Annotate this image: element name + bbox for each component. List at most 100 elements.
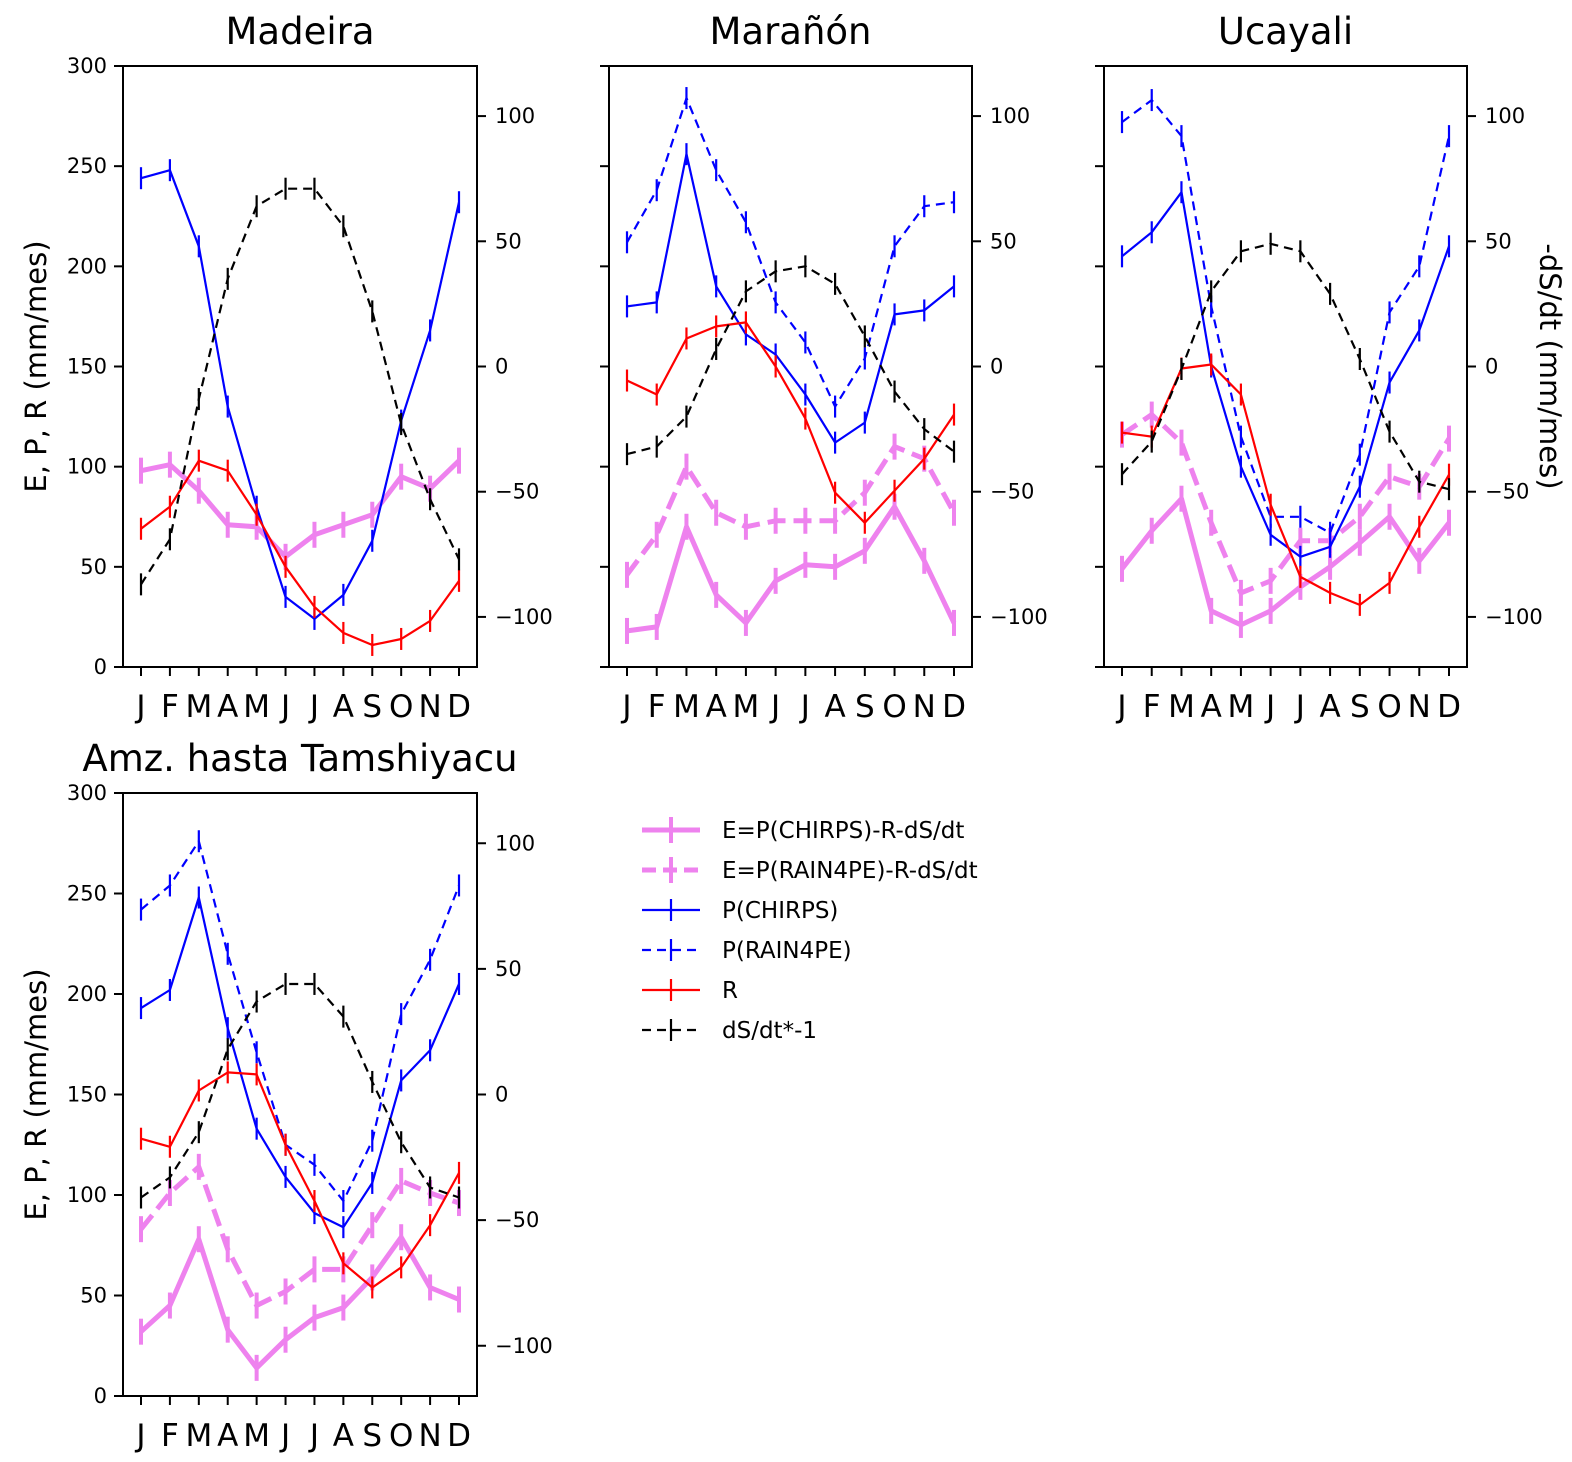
legend-label: E=P(CHIRPS)-R-dS/dt xyxy=(722,818,964,844)
x-tick-label: F xyxy=(161,689,179,725)
panel-title: Madeira xyxy=(225,10,374,53)
left-tick-label: 200 xyxy=(67,254,107,278)
panel-title: Ucayali xyxy=(1218,10,1353,53)
series-P_RAIN4PE xyxy=(139,830,461,1213)
x-tick-label: J xyxy=(769,689,780,725)
right-tick-label: 50 xyxy=(990,229,1017,253)
series-line xyxy=(140,840,461,1203)
right-tick-label: −50 xyxy=(990,480,1034,504)
x-tick-label: J xyxy=(134,1418,145,1454)
series-line xyxy=(140,982,460,1199)
x-tick-label: S xyxy=(855,689,875,725)
x-tick-label: S xyxy=(362,689,382,725)
series-E_RAIN4PE xyxy=(139,1153,461,1319)
x-tick-label: J xyxy=(620,689,631,725)
series-dS xyxy=(1120,232,1451,501)
right-tick-label: −100 xyxy=(1485,605,1543,629)
x-tick-label: M xyxy=(1168,689,1195,725)
x-tick-label: J xyxy=(279,1418,290,1454)
series-dS xyxy=(139,177,461,596)
series-line xyxy=(140,459,460,647)
left-tick-label: 250 xyxy=(67,154,107,178)
x-tick-label: S xyxy=(362,1418,382,1454)
series-R xyxy=(139,1061,461,1299)
x-tick-label: J xyxy=(308,689,319,725)
series-R xyxy=(625,311,956,534)
legend-label: P(CHIRPS) xyxy=(722,898,838,924)
left-tick-label: 50 xyxy=(80,555,107,579)
series-R xyxy=(139,449,461,656)
x-tick-label: M xyxy=(243,1418,270,1454)
x-tick-label: J xyxy=(308,1418,319,1454)
legend-label: E=P(RAIN4PE)-R-dS/dt xyxy=(722,858,978,884)
right-tick-label: −50 xyxy=(1485,480,1529,504)
legend-label: R xyxy=(722,978,738,1004)
legend-entry-P_RAIN4PE: P(RAIN4PE) xyxy=(642,938,852,964)
series-P_RAIN4PE xyxy=(1120,89,1451,544)
x-tick-label: A xyxy=(333,1418,354,1454)
right-tick-label: −50 xyxy=(495,1208,539,1232)
x-tick-label: M xyxy=(733,689,760,725)
x-tick-label: D xyxy=(942,689,966,725)
panel-title: Amz. hasta Tamshiyacu xyxy=(82,737,517,780)
x-tick-label: D xyxy=(447,1418,471,1454)
right-tick-label: −100 xyxy=(990,605,1048,629)
series-line xyxy=(1121,363,1450,607)
x-tick-label: M xyxy=(185,1418,212,1454)
x-tick-label: D xyxy=(1437,689,1461,725)
left-tick-label: 100 xyxy=(67,455,107,479)
x-tick-label: O xyxy=(1377,689,1401,725)
right-tick-label: −50 xyxy=(495,480,539,504)
right-tick-label: 50 xyxy=(495,957,522,981)
series-E_CHIRPS xyxy=(139,447,461,570)
x-tick-label: J xyxy=(1294,689,1305,725)
axes-frame xyxy=(608,65,973,668)
x-tick-label: N xyxy=(418,1418,441,1454)
x-tick-label: M xyxy=(185,689,212,725)
right-tick-label: 0 xyxy=(495,355,508,379)
x-tick-label: J xyxy=(279,689,290,725)
series-line xyxy=(626,96,955,408)
left-tick-label: 0 xyxy=(94,655,107,679)
series-line xyxy=(140,896,461,1229)
right-tick-label: 100 xyxy=(495,104,535,128)
right-tick-label: 100 xyxy=(495,831,535,855)
right-tick-label: 50 xyxy=(495,229,522,253)
left-tick-label: 150 xyxy=(67,355,107,379)
axes-frame xyxy=(122,65,478,668)
right-tick-label: −100 xyxy=(495,605,553,629)
x-tick-label: A xyxy=(217,1418,238,1454)
series-E_CHIRPS xyxy=(625,493,957,644)
series-P_RAIN4PE xyxy=(625,87,956,418)
series-dS xyxy=(625,255,956,466)
series-line xyxy=(626,265,955,456)
legend-label: P(RAIN4PE) xyxy=(722,938,852,964)
right-tick-label: 0 xyxy=(1485,355,1498,379)
series-line xyxy=(626,153,955,444)
x-tick-label: F xyxy=(161,1418,179,1454)
axes-frame xyxy=(1103,65,1468,668)
left-tick-label: 50 xyxy=(80,1284,107,1308)
x-tick-label: A xyxy=(824,689,845,725)
series-line xyxy=(139,1164,460,1308)
series-dS xyxy=(139,972,461,1209)
x-tick-label: A xyxy=(1319,689,1340,725)
left-tick-label: 300 xyxy=(67,781,107,805)
legend: E=P(CHIRPS)-R-dS/dt E=P(RAIN4PE)-R-dS/dt P… xyxy=(642,817,978,1044)
x-tick-label: A xyxy=(706,689,727,725)
x-tick-label: F xyxy=(1143,689,1161,725)
right-axis-label: -dS/dt (mm/mes) xyxy=(1533,243,1567,489)
x-tick-label: A xyxy=(1201,689,1222,725)
legend-label: dS/dt*-1 xyxy=(722,1018,817,1044)
x-tick-label: O xyxy=(389,689,413,725)
series-line xyxy=(1121,98,1451,534)
series-E_CHIRPS xyxy=(1120,485,1451,638)
series-line xyxy=(624,444,957,577)
right-tick-label: −100 xyxy=(495,1334,553,1358)
series-E_RAIN4PE xyxy=(1120,401,1452,606)
right-tick-label: 0 xyxy=(990,355,1003,379)
series-P_CHIRPS xyxy=(625,143,956,454)
panel-title: Marañón xyxy=(709,10,871,53)
